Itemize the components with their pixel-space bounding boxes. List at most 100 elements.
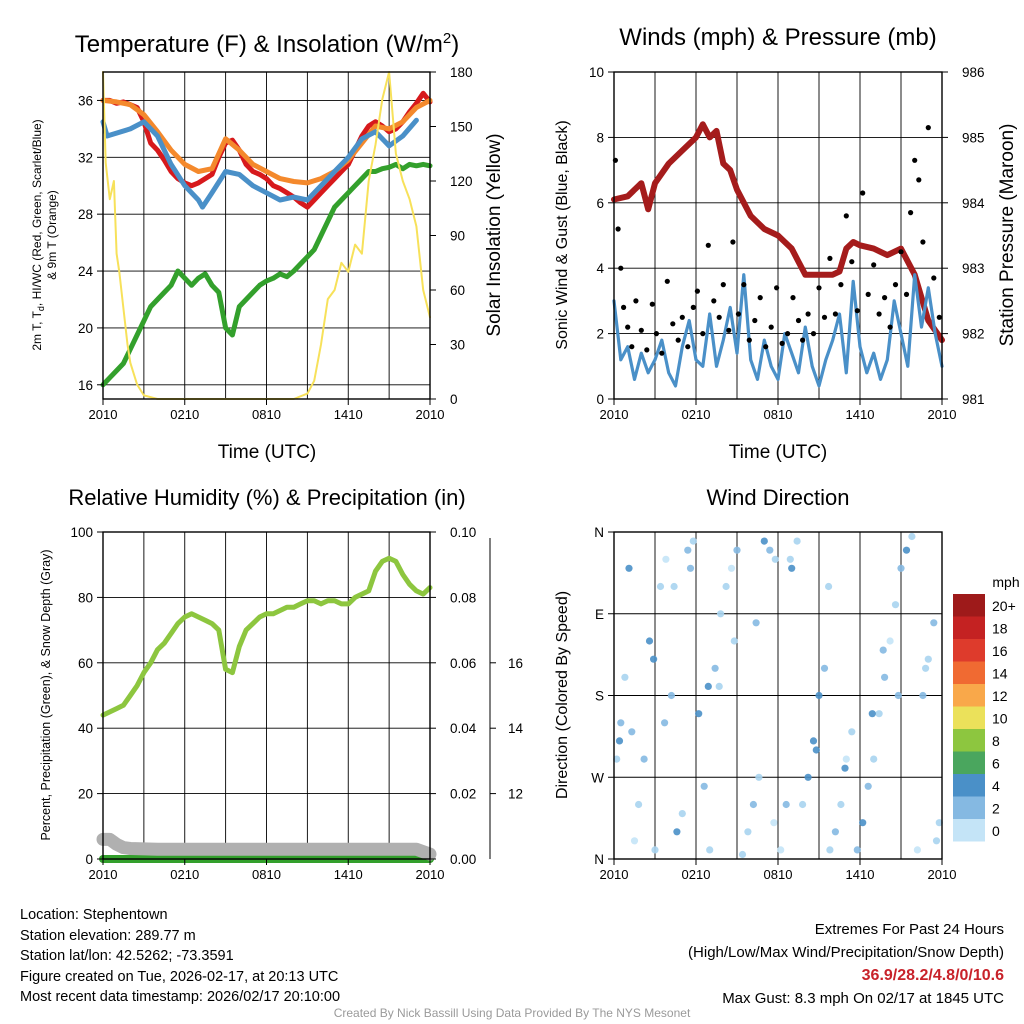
y2-tick-label: 90 bbox=[450, 229, 465, 244]
gust-point bbox=[768, 324, 774, 330]
direction-point bbox=[656, 582, 665, 591]
gust-point bbox=[871, 262, 877, 268]
direction-point bbox=[891, 601, 900, 609]
direction-point bbox=[625, 564, 633, 572]
gust-point bbox=[659, 350, 665, 356]
x-tick-label: 0210 bbox=[170, 867, 199, 882]
gust-point bbox=[735, 311, 742, 317]
snow-tick-label: 16 bbox=[508, 656, 523, 671]
snow-tick-label: 12 bbox=[508, 787, 523, 802]
direction-point bbox=[864, 782, 872, 790]
gust-point bbox=[790, 295, 796, 301]
direction-point bbox=[853, 846, 861, 854]
y2-tick-label: 0 bbox=[450, 392, 458, 407]
gust-point bbox=[816, 285, 822, 291]
direction-point bbox=[894, 691, 902, 700]
gust-point bbox=[746, 337, 752, 343]
gust-point bbox=[720, 282, 726, 288]
series-line-snow-depth bbox=[96, 832, 437, 861]
legend-label: 16 bbox=[992, 643, 1008, 659]
direction-point bbox=[635, 800, 643, 809]
legend-swatch bbox=[953, 616, 985, 639]
gust-point bbox=[908, 210, 914, 216]
gust-point bbox=[679, 314, 685, 320]
legend-swatch bbox=[953, 639, 985, 662]
direction-point bbox=[859, 819, 867, 827]
direction-point bbox=[661, 719, 669, 727]
gust-point bbox=[675, 337, 681, 343]
x-tick-label: 1410 bbox=[334, 407, 363, 422]
humidity-left-ticks: 0 20 40 60 80 100 bbox=[70, 525, 103, 867]
direction-point bbox=[755, 773, 763, 781]
direction-point bbox=[727, 564, 736, 572]
y-tick-label: 36 bbox=[78, 93, 93, 108]
temperature-series bbox=[100, 71, 433, 400]
gust-point bbox=[827, 255, 833, 261]
x-tick-label: 1410 bbox=[846, 407, 875, 422]
y-tick-label: 6 bbox=[596, 196, 604, 211]
gust-point bbox=[779, 340, 785, 346]
max-gust: Max Gust: 8.3 mph On 02/17 at 1845 UTC bbox=[722, 990, 1004, 1007]
gust-point bbox=[730, 239, 736, 245]
direction-point bbox=[662, 555, 670, 563]
humidity-panel: Relative Humidity (%) & Precipitation (i… bbox=[39, 485, 524, 882]
y-tick-label: 10 bbox=[589, 65, 604, 80]
gust-point bbox=[903, 291, 910, 297]
humidity-title: Relative Humidity (%) & Precipitation (i… bbox=[68, 485, 465, 510]
legend-swatch bbox=[953, 594, 985, 617]
series-line-sonic-wind bbox=[612, 273, 944, 388]
credit-line: Created By Nick Bassill Using Data Provi… bbox=[333, 1006, 691, 1020]
gust-point bbox=[849, 259, 855, 265]
direction-point bbox=[704, 682, 712, 691]
gust-point bbox=[843, 213, 849, 219]
extremes-title: Extremes For Past 24 Hours bbox=[814, 921, 1004, 938]
gust-point bbox=[615, 226, 621, 232]
direction-point bbox=[913, 846, 922, 854]
y-tick-label: 60 bbox=[78, 656, 93, 671]
legend-swatch bbox=[953, 684, 985, 707]
direction-point bbox=[815, 691, 823, 700]
y2-tick-label: 983 bbox=[962, 261, 985, 276]
gust-point bbox=[882, 295, 888, 301]
gust-point bbox=[763, 344, 769, 350]
temperature-left-ticks: 16 20 24 28 32 36 bbox=[78, 93, 103, 393]
gust-point bbox=[805, 311, 811, 317]
direction-point bbox=[673, 828, 681, 836]
x-tick-label: 2010 bbox=[89, 867, 118, 882]
gust-point bbox=[925, 125, 931, 131]
y2-tick-label: 984 bbox=[962, 196, 985, 211]
legend-label: 8 bbox=[992, 733, 1000, 749]
direction-point bbox=[870, 755, 878, 763]
direction-point bbox=[749, 800, 758, 809]
legend-label: 14 bbox=[992, 666, 1008, 682]
winds-right-ticks: 981 982 983 984 985 986 bbox=[942, 65, 985, 407]
direction-point bbox=[744, 828, 752, 836]
x-tick-label: 0810 bbox=[764, 407, 793, 422]
series-line-solar-insolation bbox=[102, 71, 431, 400]
x-tick-label: 2010 bbox=[600, 407, 629, 422]
x-tick-label: 1410 bbox=[334, 867, 363, 882]
series-line-station-pressure bbox=[611, 121, 945, 344]
figure-created: Figure created on Tue, 2026-02-17, at 20… bbox=[20, 968, 339, 985]
gust-point bbox=[621, 304, 627, 310]
direction-point bbox=[837, 800, 845, 809]
y-tick-label: 16 bbox=[78, 378, 93, 393]
direction-point bbox=[628, 728, 636, 736]
x-tick-label: 2010 bbox=[416, 867, 445, 882]
temperature-grid bbox=[103, 72, 430, 399]
winds-xlabel: Time (UTC) bbox=[729, 442, 828, 463]
direction-point bbox=[826, 846, 834, 854]
direction-point bbox=[919, 691, 927, 700]
y-tick-label: 8 bbox=[596, 130, 604, 145]
y-tick-label: 0 bbox=[596, 392, 604, 407]
direction-point bbox=[842, 755, 850, 763]
direction-point bbox=[738, 850, 747, 859]
y-tick-label: 32 bbox=[78, 150, 93, 165]
extremes-description: (High/Low/Max Wind/Precipitation/Snow De… bbox=[688, 944, 1004, 961]
direction-point bbox=[786, 555, 794, 563]
gust-point bbox=[821, 314, 828, 320]
direction-point bbox=[650, 655, 658, 663]
direction-point bbox=[820, 664, 829, 672]
gust-point bbox=[694, 288, 701, 294]
